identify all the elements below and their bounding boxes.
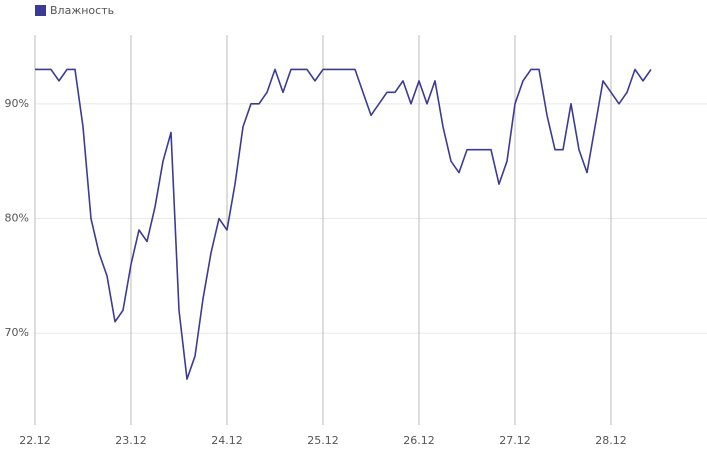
legend-swatch — [35, 5, 46, 16]
y-tick-label: 70% — [5, 326, 29, 339]
x-tick-label: 25.12 — [307, 434, 339, 447]
y-tick-label: 90% — [5, 97, 29, 110]
y-tick-label: 80% — [5, 212, 29, 225]
x-tick-label: 27.12 — [499, 434, 531, 447]
x-tick-label: 22.12 — [19, 434, 51, 447]
x-tick-label: 28.12 — [595, 434, 627, 447]
line — [35, 68, 652, 380]
x-tick-label: 26.12 — [403, 434, 435, 447]
x-tick-label: 24.12 — [211, 434, 243, 447]
legend-label: Влажность — [50, 4, 114, 17]
x-tick-label: 23.12 — [115, 434, 147, 447]
